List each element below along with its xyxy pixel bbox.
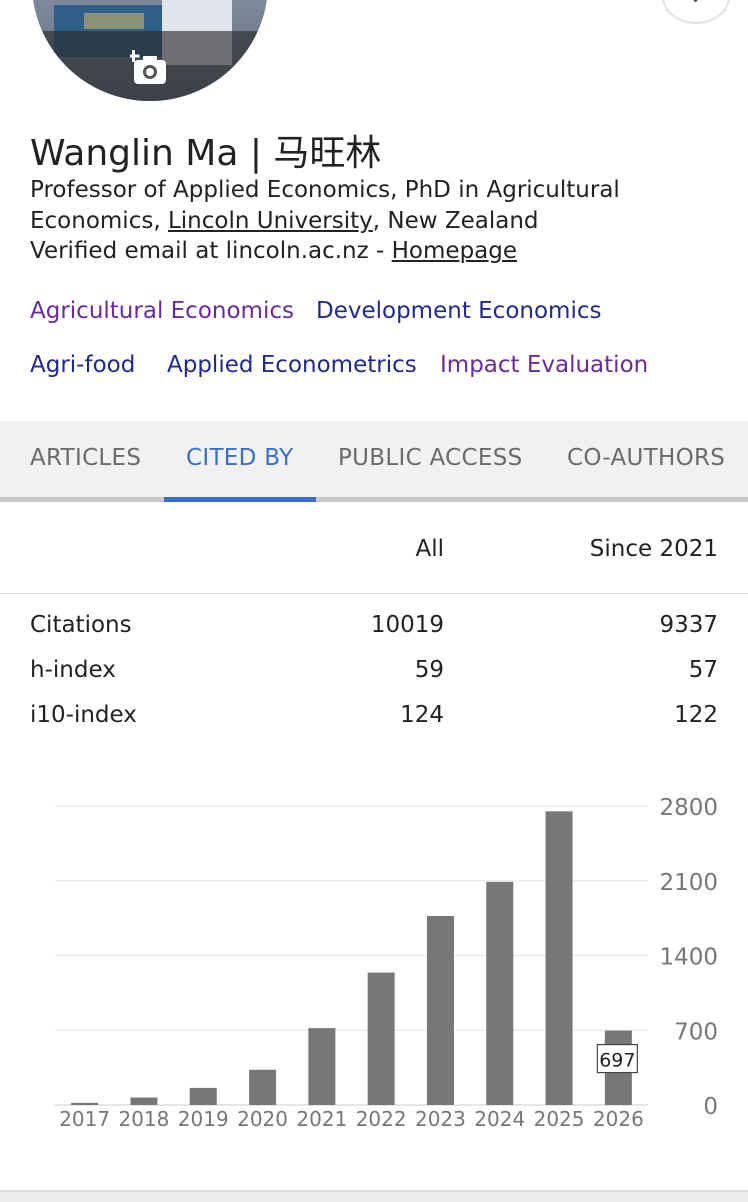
bottom-divider <box>0 1190 748 1202</box>
x-tick-label: 2026 <box>593 1107 644 1131</box>
interest-development-economics[interactable]: Development Economics <box>316 298 602 324</box>
x-tick-label: 2018 <box>118 1107 169 1131</box>
bar[interactable] <box>130 1097 158 1105</box>
x-tick-label: 2019 <box>178 1107 229 1131</box>
bar[interactable] <box>71 1102 99 1105</box>
tab-bar: ARTICLES CITED BY PUBLIC ACCESS CO-AUTHO… <box>0 421 748 502</box>
y-tick-label: 2100 <box>659 870 718 896</box>
x-tick-label: 2024 <box>474 1107 525 1131</box>
profile-photo[interactable] <box>32 0 268 101</box>
bar[interactable] <box>367 972 395 1105</box>
y-tick-label: 700 <box>674 1019 718 1045</box>
interest-applied-econometrics[interactable]: Applied Econometrics <box>167 352 417 378</box>
verified-email: Verified email at lincoln.ac.nz - Homepa… <box>30 238 518 264</box>
homepage-link[interactable]: Homepage <box>391 238 518 264</box>
x-tick-label: 2025 <box>534 1107 585 1131</box>
header-all: All <box>415 536 444 562</box>
interest-agricultural-economics[interactable]: Agricultural Economics <box>30 298 294 324</box>
affiliation: Professor of Applied Economics, PhD in A… <box>30 177 620 234</box>
y-tick-label: 1400 <box>659 945 718 971</box>
row-label-citations[interactable]: Citations <box>30 612 132 638</box>
y-tick-label: 2800 <box>659 795 718 821</box>
x-tick-label: 2020 <box>237 1107 288 1131</box>
h-index-all: 59 <box>414 657 444 683</box>
profile-name: Wanglin Ma | 马旺林 <box>30 133 382 174</box>
interest-agri-food[interactable]: Agri-food <box>30 352 136 378</box>
add-photo-icon[interactable] <box>130 50 170 86</box>
tab-articles[interactable]: ARTICLES <box>30 445 142 471</box>
citations-chart: 0 700 1400 2100 2800 2017 2018 2019 2020 2021 2022… <box>55 795 718 1131</box>
chevron-down-icon: ⌄ <box>688 0 703 7</box>
citations-since: 9337 <box>659 612 718 638</box>
bar-value-label: 697 <box>599 1050 635 1072</box>
tab-public-access[interactable]: PUBLIC ACCESS <box>338 445 523 471</box>
i10-index-all: 124 <box>400 702 444 728</box>
y-tick-label: 0 <box>703 1094 718 1120</box>
active-tab-indicator <box>164 497 316 502</box>
bar[interactable] <box>426 915 454 1105</box>
citations-all: 10019 <box>370 612 444 638</box>
bar[interactable] <box>249 1069 277 1105</box>
bar[interactable] <box>189 1087 217 1105</box>
stats-divider <box>0 593 748 594</box>
i10-index-since: 122 <box>674 702 718 728</box>
affiliation-link[interactable]: Lincoln University <box>167 208 373 234</box>
x-tick-label: 2023 <box>415 1107 466 1131</box>
row-label-h-index[interactable]: h-index <box>30 657 116 683</box>
row-label-i10-index[interactable]: i10-index <box>30 702 137 728</box>
bar[interactable] <box>308 1028 336 1105</box>
tab-co-authors[interactable]: CO-AUTHORS <box>567 445 726 471</box>
x-tick-label: 2021 <box>296 1107 347 1131</box>
tab-cited-by[interactable]: CITED BY <box>186 445 294 471</box>
h-index-since: 57 <box>688 657 718 683</box>
bar[interactable] <box>545 811 573 1105</box>
bar-value-tooltip <box>596 1043 638 1074</box>
x-tick-label: 2017 <box>59 1107 110 1131</box>
x-tick-label: 2022 <box>356 1107 407 1131</box>
menu-button[interactable]: ⌄ <box>662 0 730 24</box>
header-since: Since 2021 <box>589 536 718 562</box>
interest-impact-evaluation[interactable]: Impact Evaluation <box>440 352 649 378</box>
bar[interactable] <box>486 881 514 1105</box>
